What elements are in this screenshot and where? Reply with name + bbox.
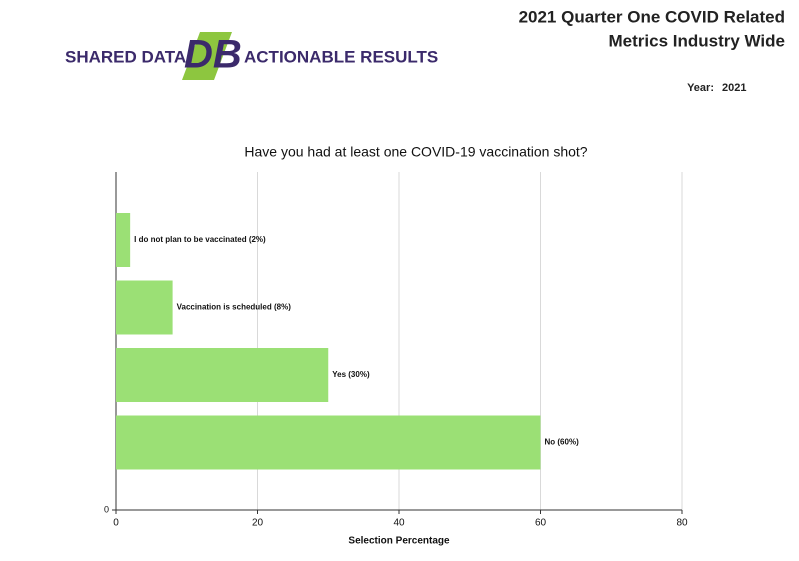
data-label: I do not plan to be vaccinated (2%) xyxy=(134,235,266,244)
bar xyxy=(116,213,131,267)
year-value: 2021 xyxy=(722,82,746,94)
logo-shape xyxy=(182,32,232,80)
x-tick-label: 0 xyxy=(113,518,119,529)
logo-text: ACTIONABLE RESULTS xyxy=(244,47,438,66)
logo-text: SHARED DATA xyxy=(65,47,186,66)
y-tick-label: 0 xyxy=(104,504,109,514)
data-label: Vaccination is scheduled (8%) xyxy=(177,303,292,312)
logo-mark: DB xyxy=(184,33,242,77)
bar xyxy=(116,415,541,470)
chart-title: Have you had at least one COVID-19 vacci… xyxy=(244,144,587,160)
x-axis-label: Selection Percentage xyxy=(348,536,450,547)
report-title: 2021 Quarter One COVID Related xyxy=(519,7,785,26)
bar xyxy=(116,348,329,402)
report-title: Metrics Industry Wide xyxy=(609,31,786,50)
x-tick-label: 40 xyxy=(393,518,405,529)
x-tick-label: 80 xyxy=(676,518,688,529)
x-tick-label: 60 xyxy=(535,518,547,529)
x-tick-label: 20 xyxy=(252,518,264,529)
year-label: Year: xyxy=(687,82,714,94)
data-label: Yes (30%) xyxy=(332,370,370,379)
data-label: No (60%) xyxy=(545,438,580,447)
bar xyxy=(116,280,173,335)
